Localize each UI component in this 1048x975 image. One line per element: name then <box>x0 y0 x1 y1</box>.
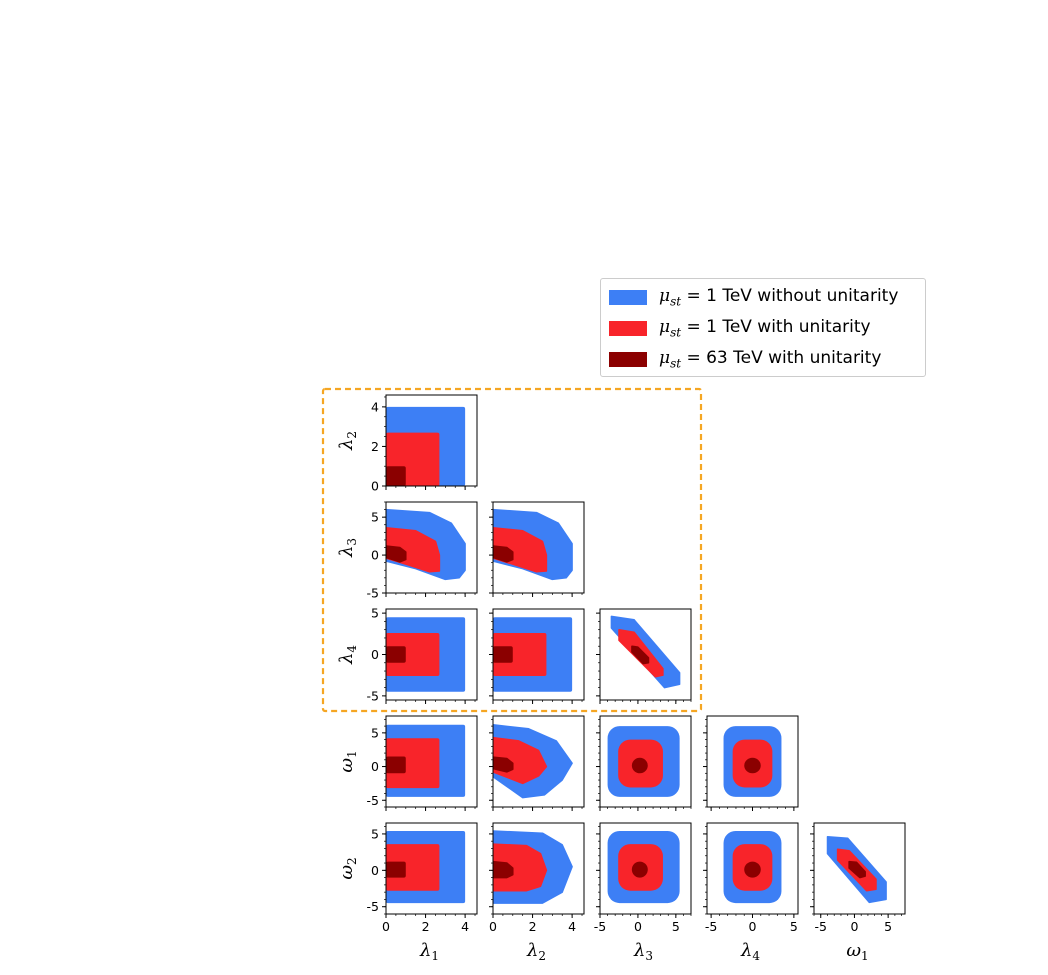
panel-frame <box>813 822 906 915</box>
x-tick-label: 2 <box>529 919 537 934</box>
y-tick-label: 4 <box>371 399 379 414</box>
panel-frame <box>492 715 585 808</box>
region-63tev-unitarity <box>386 466 406 486</box>
x-tick-label: -5 <box>815 919 827 934</box>
y-axis-label: λ4 <box>336 645 359 665</box>
x-tick-label: 4 <box>568 919 576 934</box>
region-63tev-unitarity <box>493 756 514 773</box>
y-tick-label: 0 <box>371 863 379 878</box>
y-tick-label: 2 <box>371 439 379 454</box>
panel-frame <box>385 394 478 487</box>
x-axis-label: λ2 <box>526 940 546 963</box>
region-63tev-unitarity <box>744 757 761 774</box>
y-tick-label: -5 <box>367 793 379 808</box>
y-tick-label: 0 <box>371 548 379 563</box>
x-tick-label: 0 <box>749 919 757 934</box>
x-tick-label: 5 <box>884 919 892 934</box>
y-tick-label: -5 <box>367 688 379 703</box>
legend-swatch-red <box>609 320 647 336</box>
legend-swatch-darkred <box>609 351 647 367</box>
region-63tev-unitarity <box>386 756 406 774</box>
y-tick-label: 0 <box>371 759 379 774</box>
region-63tev-unitarity <box>493 860 514 879</box>
panel-lambda3-omega1 <box>596 715 692 811</box>
region-63tev-unitarity <box>744 861 761 878</box>
region-63tev-unitarity <box>631 861 648 878</box>
x-axis-label: λ1 <box>419 940 439 963</box>
region-1tev-unitarity <box>493 632 547 677</box>
x-tick-label: -5 <box>705 919 717 934</box>
panel-lambda2-lambda4 <box>489 608 585 704</box>
region-63tev-unitarity <box>631 645 650 665</box>
panel-lambda2-omega1 <box>489 715 585 811</box>
region-1tev-unitarity <box>386 738 440 789</box>
legend-label: μst = 63 TeV with unitarity <box>659 347 882 371</box>
panel-lambda1-omega1: -5 0 5 ω1 <box>336 715 478 811</box>
legend-label: μst = 1 TeV without unitarity <box>659 285 899 309</box>
panel-lambda2-omega2: 0 2 4 λ2 <box>489 822 585 963</box>
panel-lambda2-lambda3 <box>489 501 585 597</box>
region-63tev-unitarity <box>386 861 406 878</box>
panel-lambda4-omega1 <box>703 715 799 811</box>
panel-lambda3-omega2: -5 0 5 λ3 <box>594 822 692 963</box>
legend-item-blue: μst = 1 TeV without unitarity <box>609 285 898 309</box>
y-tick-label: 5 <box>371 510 379 525</box>
legend-item-red: μst = 1 TeV with unitarity <box>609 316 871 340</box>
legend-item-darkred: μst = 63 TeV with unitarity <box>609 347 881 371</box>
x-tick-label: 4 <box>461 919 469 934</box>
region-63tev-unitarity <box>493 646 513 663</box>
x-tick-label: 5 <box>672 919 680 934</box>
panel-omega1-omega2: -5 0 5 ω1 <box>810 822 906 963</box>
y-tick-label: 5 <box>371 606 379 621</box>
y-tick-label: 0 <box>371 647 379 662</box>
panel-lambda4-omega2: -5 0 5 λ4 <box>703 822 799 963</box>
region-63tev-unitarity <box>386 646 406 663</box>
y-tick-label: -5 <box>367 899 379 914</box>
region-1tev-unitarity <box>386 844 440 891</box>
panel-lambda1-lambda3: -5 0 5 λ3 <box>336 501 478 601</box>
region-63tev-unitarity <box>631 757 648 774</box>
legend-swatch-blue <box>609 289 647 305</box>
x-axis-label: ω1 <box>846 940 868 963</box>
y-tick-label: 5 <box>371 725 379 740</box>
panel-frame <box>385 822 478 915</box>
x-tick-label: 5 <box>790 919 798 934</box>
x-tick-label: 0 <box>850 919 858 934</box>
y-tick-label: -5 <box>367 586 379 601</box>
panel-lambda3-lambda4 <box>596 608 692 704</box>
x-axis-label: λ4 <box>740 940 760 963</box>
x-tick-label: 0 <box>489 919 497 934</box>
x-tick-label: 2 <box>422 919 430 934</box>
x-axis-label: λ3 <box>633 940 653 963</box>
y-axis-label: λ3 <box>336 538 359 558</box>
y-axis-label: λ2 <box>336 431 359 451</box>
region-63tev-unitarity <box>848 860 866 879</box>
y-axis-label: ω2 <box>336 857 359 879</box>
region-1tev-unitarity <box>386 632 440 677</box>
y-tick-label: 5 <box>371 826 379 841</box>
y-tick-label: 0 <box>371 479 379 494</box>
x-tick-label: 0 <box>634 919 642 934</box>
panel-frame <box>385 715 478 808</box>
region-63tev-unitarity <box>493 545 514 563</box>
panel-frame <box>492 822 585 915</box>
region-63tev-unitarity <box>386 545 407 563</box>
region-1tev-unitarity <box>493 843 548 892</box>
highlight-dashed-box <box>321 387 703 713</box>
legend: μst = 1 TeV without unitarity μst = 1 Te… <box>600 278 926 377</box>
x-tick-label: -5 <box>594 919 606 934</box>
y-axis-label: ω1 <box>336 750 359 772</box>
legend-label: μst = 1 TeV with unitarity <box>659 316 871 340</box>
panel-lambda1-lambda2: 0 2 4 λ2 <box>336 394 478 494</box>
x-tick-label: 0 <box>382 919 390 934</box>
panel-lambda1-lambda4: -5 0 5 λ4 <box>336 606 478 704</box>
